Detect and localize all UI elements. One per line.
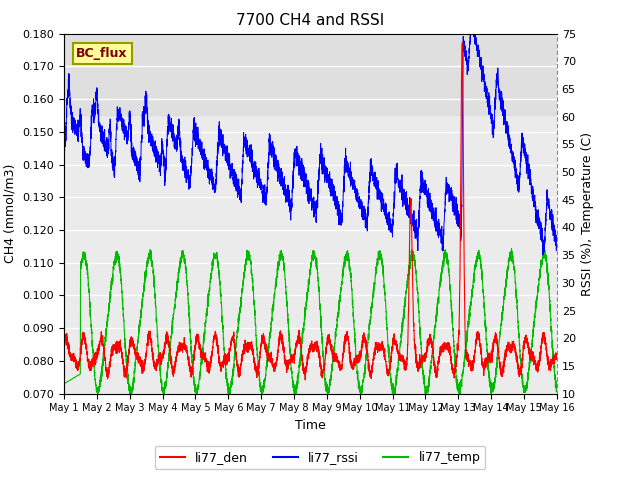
Y-axis label: RSSI (%), Temperature (C): RSSI (%), Temperature (C) [581, 132, 595, 296]
X-axis label: Time: Time [295, 419, 326, 432]
Legend: li77_den, li77_rssi, li77_temp: li77_den, li77_rssi, li77_temp [155, 446, 485, 469]
Bar [64, 34, 557, 115]
Text: BC_flux: BC_flux [76, 47, 128, 60]
Y-axis label: CH4 (mmol/m3): CH4 (mmol/m3) [4, 164, 17, 264]
Title: 7700 CH4 and RSSI: 7700 CH4 and RSSI [236, 13, 385, 28]
